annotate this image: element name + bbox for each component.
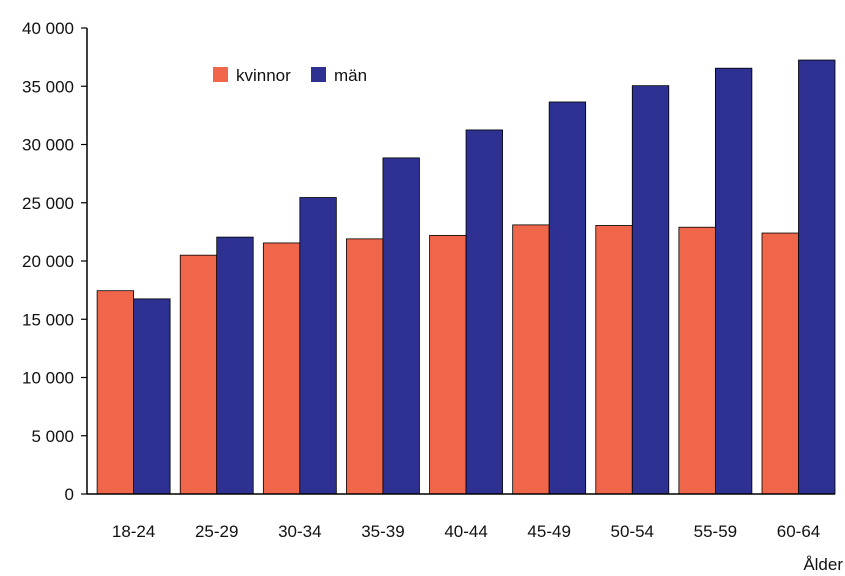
x-tick-label: 45-49 bbox=[527, 522, 570, 541]
x-tick-label: 50-54 bbox=[611, 522, 654, 541]
bar-kvinnor-30-34 bbox=[262, 242, 301, 495]
bar-kvinnor-60-64 bbox=[761, 232, 799, 495]
bar-man-18-24 bbox=[133, 298, 171, 495]
x-tick-label: 40-44 bbox=[444, 522, 487, 541]
bar-man-50-54 bbox=[631, 85, 670, 495]
y-tick-label: 25 000 bbox=[22, 194, 74, 213]
y-tick-label: 40 000 bbox=[22, 19, 74, 38]
bar-man-45-49 bbox=[548, 101, 587, 495]
y-tick-label: 0 bbox=[65, 485, 74, 504]
y-tick-label: 15 000 bbox=[22, 310, 74, 329]
x-tick-label: 60-64 bbox=[777, 522, 820, 541]
y-tick-label: 30 000 bbox=[22, 136, 74, 155]
y-tick-group: 0 5 000 10 000 15 000 20 000 25 000 30 000 35 0… bbox=[22, 19, 87, 504]
x-tick-label: 30-34 bbox=[278, 522, 321, 541]
x-axis-title: Ålder bbox=[803, 555, 843, 574]
bar-man-30-34 bbox=[299, 197, 337, 495]
bar-kvinnor-25-29 bbox=[179, 254, 218, 495]
x-tick-label: 55-59 bbox=[694, 522, 737, 541]
bar-man-60-64 bbox=[798, 59, 836, 495]
bar-kvinnor-40-44 bbox=[429, 234, 467, 495]
y-tick-label: 5 000 bbox=[31, 427, 74, 446]
bar-man-35-39 bbox=[382, 157, 420, 495]
x-tick-group: 18-24 25-29 30-34 35-39 40-44 45-49 50-54 55-59… bbox=[112, 522, 820, 541]
y-tick-label: 10 000 bbox=[22, 369, 74, 388]
bar-man-40-44 bbox=[465, 129, 503, 495]
y-tick-label: 20 000 bbox=[22, 252, 74, 271]
x-axis: 18-24 25-29 30-34 35-39 40-44 45-49 50-54 55-59… bbox=[87, 493, 843, 574]
x-tick-label: 35-39 bbox=[361, 522, 404, 541]
bars-group bbox=[96, 59, 836, 495]
bar-kvinnor-55-59 bbox=[678, 226, 716, 495]
legend: kvinnor män bbox=[213, 66, 367, 85]
bar-kvinnor-18-24 bbox=[96, 290, 135, 495]
x-tick-label: 18-24 bbox=[112, 522, 155, 541]
bar-kvinnor-50-54 bbox=[595, 225, 633, 495]
legend-swatch-man bbox=[311, 67, 326, 82]
legend-label-man: män bbox=[334, 66, 367, 85]
legend-swatch-kvinnor bbox=[213, 67, 228, 82]
bar-man-55-59 bbox=[714, 67, 753, 495]
legend-label-kvinnor: kvinnor bbox=[236, 66, 291, 85]
bar-kvinnor-45-49 bbox=[512, 224, 550, 495]
bar-kvinnor-35-39 bbox=[346, 238, 384, 495]
x-tick-label: 25-29 bbox=[195, 522, 238, 541]
y-axis: 0 5 000 10 000 15 000 20 000 25 000 30 000 35 0… bbox=[22, 19, 88, 504]
y-tick-label: 35 000 bbox=[22, 77, 74, 96]
bar-man-25-29 bbox=[216, 236, 254, 495]
